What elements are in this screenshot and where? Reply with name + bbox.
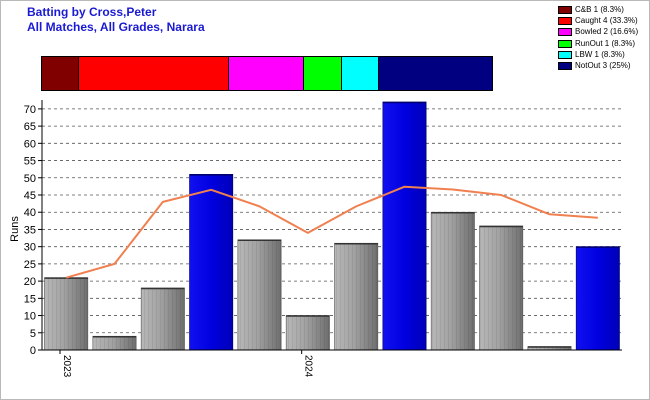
y-tick-label: 45 — [24, 190, 36, 202]
average-line — [65, 185, 598, 279]
bar — [92, 335, 137, 351]
y-tick-label: 35 — [24, 224, 36, 236]
legend-swatch — [558, 28, 572, 37]
bar-not-out — [189, 174, 234, 351]
legend-label: RunOut 1 (8.3%) — [575, 38, 636, 48]
bar-not-out — [382, 101, 427, 351]
legend-label: LBW 1 (8.3%) — [575, 49, 625, 59]
legend-item-notout: NotOut 3 (25%) — [556, 60, 646, 71]
bar — [382, 101, 427, 351]
bar — [575, 246, 620, 351]
legend-item-cb: C&B 1 (8.3%) — [556, 4, 646, 15]
bar-texture — [431, 212, 475, 350]
y-tick-label: 40 — [24, 207, 36, 219]
y-tick-label: 15 — [24, 293, 36, 305]
legend-swatch — [558, 6, 572, 14]
dismissal-segment-caught — [79, 57, 230, 90]
bar-texture — [286, 315, 330, 350]
y-tick-label: 10 — [24, 311, 36, 323]
bar — [527, 346, 572, 351]
bar — [285, 315, 330, 351]
bar-texture — [237, 239, 282, 350]
average-line-series — [65, 185, 598, 279]
y-tick-label: 65 — [24, 121, 36, 133]
legend-swatch — [558, 50, 572, 59]
bar — [140, 287, 185, 351]
y-tick-label: 50 — [24, 173, 36, 185]
grid-lines — [42, 108, 622, 334]
legend-item-runout: RunOut 1 (8.3%) — [556, 38, 646, 49]
y-tick-label: 60 — [24, 138, 36, 150]
bar — [189, 174, 234, 351]
bar-not-out — [575, 246, 620, 351]
legend-swatch — [558, 39, 572, 48]
dismissal-breakdown-bar — [41, 56, 493, 91]
bar — [479, 225, 524, 351]
dismissal-segment-bowled — [229, 57, 305, 90]
y-tick-label: 70 — [24, 104, 36, 116]
legend-swatch — [558, 61, 572, 70]
legend-label: Bowled 2 (16.6%) — [575, 27, 639, 37]
bar-texture — [141, 288, 185, 350]
chart-title-line1: Batting by Cross,Peter — [27, 5, 157, 19]
legend-swatch — [558, 17, 572, 26]
y-axis-label: Runs — [9, 216, 21, 242]
y-tick-label: 0 — [30, 345, 36, 357]
bar — [334, 242, 379, 351]
y-tick-label: 25 — [24, 259, 36, 271]
bar-texture — [44, 277, 88, 350]
legend-label: NotOut 3 (25%) — [575, 60, 631, 70]
chart-title-line2: All Matches, All Grades, Narara — [27, 20, 205, 34]
bar — [430, 211, 475, 351]
legend-item-caught: Caught 4 (33.3%) — [556, 15, 646, 26]
legend-item-bowled: Bowled 2 (16.6%) — [556, 26, 646, 37]
dismissal-segment-runout — [304, 57, 342, 90]
y-tick-label: 5 — [30, 328, 36, 340]
legend-item-lbw: LBW 1 (8.3%) — [556, 49, 646, 60]
dismissal-segment-lbw — [341, 57, 380, 90]
axes: 0 5 10 15 20 25 30 35 40 45 50 55 60 65 70 2023 2024 — [24, 100, 622, 378]
dismissal-legend: C&B 1 (8.3%) Caught 4 (33.3%) Bowled 2 (… — [556, 4, 646, 71]
y-tick-label: 55 — [24, 156, 36, 168]
bar-texture — [479, 226, 523, 350]
bar — [44, 277, 89, 351]
y-tick-label: 30 — [24, 242, 36, 254]
bar-texture — [92, 336, 137, 350]
x-tick-label: 2023 — [61, 355, 72, 378]
dismissal-segment-cb — [42, 57, 80, 90]
bar-texture — [527, 346, 572, 350]
legend-label: Caught 4 (33.3%) — [575, 16, 638, 26]
dismissal-segment-notout — [379, 57, 492, 90]
bar-texture — [334, 243, 378, 350]
legend-label: C&B 1 (8.3%) — [575, 5, 624, 14]
bar — [237, 239, 282, 351]
x-tick-label: 2024 — [303, 355, 314, 378]
y-tick-label: 20 — [24, 276, 36, 288]
bar-series — [44, 101, 620, 351]
